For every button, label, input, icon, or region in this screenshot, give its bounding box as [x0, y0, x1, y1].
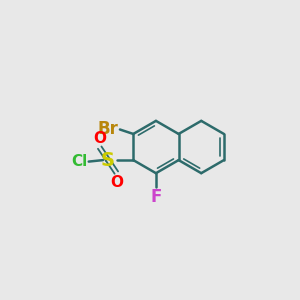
Text: F: F — [150, 188, 162, 206]
Text: Cl: Cl — [71, 154, 87, 169]
Text: O: O — [110, 175, 123, 190]
Text: S: S — [101, 151, 115, 169]
Text: Br: Br — [98, 121, 118, 139]
Text: O: O — [93, 130, 106, 146]
